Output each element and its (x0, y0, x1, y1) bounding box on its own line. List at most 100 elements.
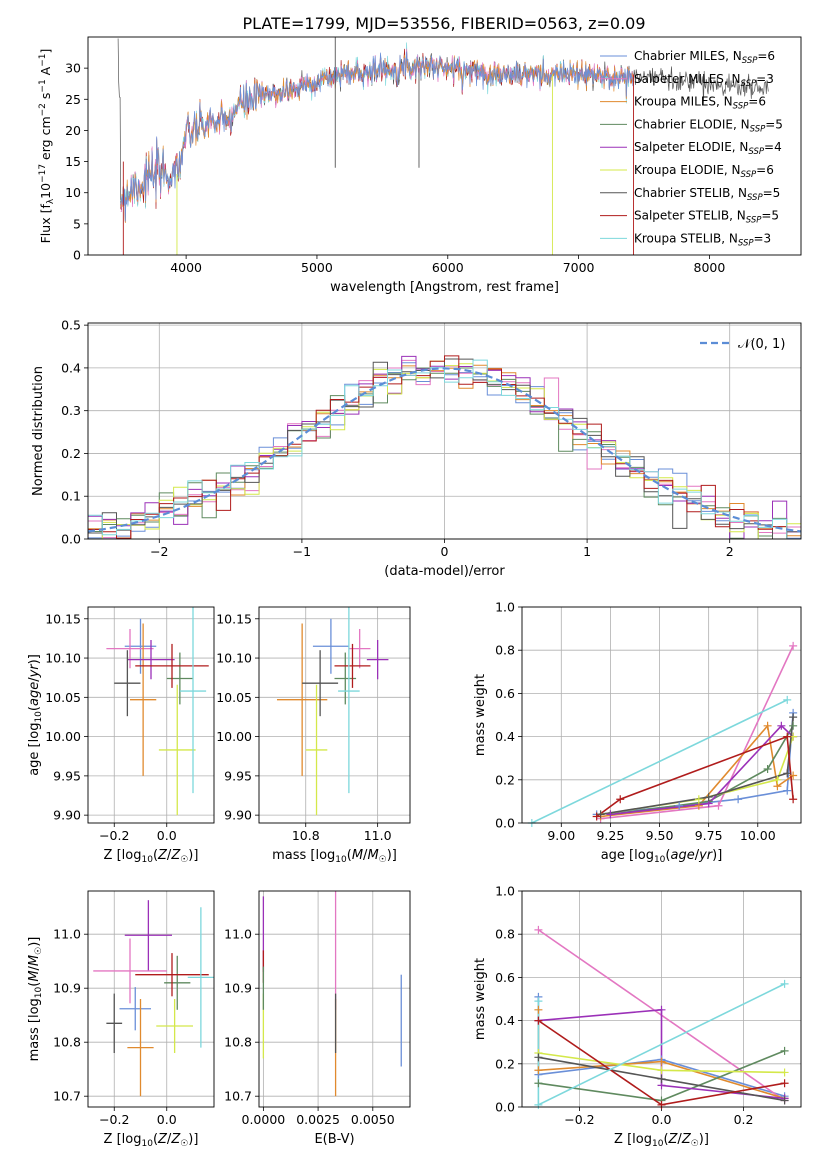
axes-frame (258, 606, 411, 824)
plus-marker (657, 1074, 666, 1083)
y-tick-label: 10.7 (53, 1089, 81, 1104)
plus-marker (763, 765, 772, 773)
plus-marker (777, 721, 786, 730)
legend-subscript: SSP (741, 79, 757, 89)
y-tick-label: 10.15 (216, 611, 252, 626)
residuals-panel: −2 −1 0 1 2 0.0 0.1 0.2 0.3 0.4 0.5 (data-model)/er… (31, 318, 802, 579)
x-tick-label: 9.00 (547, 828, 575, 843)
plus-marker (763, 721, 772, 730)
y-tick-label: 10.8 (224, 1035, 252, 1050)
plus-marker (694, 795, 703, 804)
x-tick-label: 10.00 (740, 828, 776, 843)
legend-model: Chabrier STELIB, N (634, 186, 747, 200)
label-part: ☉ (379, 855, 387, 865)
age_vs_z-panel: −0.2 0.0 9.90 9.95 10.00 10.05 10.10 10.15 Z [lo… (27, 606, 215, 865)
plus-marker (657, 1100, 666, 1109)
label-part: ( (153, 1132, 158, 1147)
label-part: yr (27, 663, 42, 679)
histogram-salpeter_stelib (88, 355, 801, 539)
mass-weight-line-chabrier_stelib (600, 717, 794, 816)
axes-frame (87, 890, 215, 1108)
plus-marker (616, 795, 625, 804)
mass_vs_ebv-panel: 0.0000 0.0025 0.0050 10.7 10.8 10.9 11.0 E(B-V) (224, 890, 411, 1147)
legend-label: 𝒩(0, 1) (738, 337, 785, 352)
y-tick-label: 0.6 (495, 686, 515, 701)
x-tick-label: −0.2 (99, 828, 129, 843)
y-tick-label: 0.8 (495, 927, 515, 942)
y-tick-label: 9.90 (224, 808, 252, 823)
y-tick-label: 0.2 (61, 446, 81, 461)
label-part: Z (668, 1132, 679, 1147)
plus-marker (780, 979, 789, 988)
x-axis-label: E(B-V) (314, 1132, 354, 1147)
legend-subscript: SSP (742, 56, 758, 66)
label-part: 10 (141, 1139, 153, 1149)
plus-marker (783, 732, 792, 741)
legend-label: Chabrier STELIB, NSSP=5 (634, 186, 780, 203)
plus-marker (606, 810, 615, 819)
label-part: ☉ (180, 855, 188, 865)
x-tick-label: 6000 (432, 260, 464, 275)
mass_vs_ebv-plot-area (262, 891, 402, 1097)
x-tick-label: 0.0000 (242, 1112, 286, 1127)
legend-nssp: =6 (756, 163, 774, 177)
y-axis-label-part: s (38, 93, 53, 104)
legend-model: Salpeter STELIB, N (634, 209, 746, 223)
label-part: age (670, 848, 694, 863)
label-part: / (167, 1132, 172, 1147)
x-tick-label: 5000 (301, 260, 333, 275)
axes-frame (87, 606, 215, 824)
label-part: 10 (652, 1139, 664, 1149)
label-part: / (363, 848, 368, 863)
axes-frame (521, 606, 802, 824)
label-part: / (695, 848, 700, 863)
plus-marker (534, 1053, 543, 1062)
legend-nssp: =6 (757, 49, 775, 63)
y-tick-label: 0.0 (495, 816, 515, 831)
y-tick-label: 0.3 (61, 403, 81, 418)
y-tick-label: 0.0 (61, 532, 81, 547)
spectrum-line-salpeter_miles (120, 48, 634, 218)
y-tick-label: 30 (65, 61, 81, 76)
y-tick-label: 11.0 (224, 927, 252, 942)
label-part: 10 (34, 986, 44, 998)
y-tick-label: 0.0 (495, 1100, 515, 1115)
label-part: / (167, 848, 172, 863)
label-part: ( (27, 982, 42, 987)
mass_weight_vs_z-panel: −0.2 0.0 0.20.00.20.40.60.81.0Z [log10(Z/Z… (473, 884, 802, 1149)
y-tick-label: 0.8 (495, 643, 515, 658)
y-tick-label: 9.95 (53, 768, 81, 783)
y-tick-label: 0.2 (495, 772, 515, 787)
label-part: 10 (335, 855, 347, 865)
y-tick-label: 1.0 (495, 600, 515, 615)
legend-model: Chabrier MILES, N (634, 49, 742, 63)
y-tick-label: 10.9 (53, 981, 81, 996)
label-part: )] (712, 848, 722, 863)
y-tick-label: 0.4 (495, 729, 515, 744)
y-axis-label-part: Flux [f (38, 204, 53, 244)
x-axis-label: age [log10(age/yr)] (601, 848, 723, 865)
plus-marker (657, 1005, 666, 1014)
legend-model: Kroupa ELODIE, N (634, 163, 741, 177)
spectrum-panel: 4000 5000 6000 7000 8000 0 5 10 15 20 25 30 waveleng… (38, 36, 802, 295)
label-part: 10 (654, 855, 666, 865)
label-part: )] (27, 937, 42, 947)
mass-weight-line-salpeter_elodie (538, 1008, 785, 1100)
y-axis-label-part: erg cm (38, 116, 53, 164)
mass-weight-line-salpeter_miles (600, 645, 794, 820)
plus-marker (534, 1066, 543, 1075)
legend-nssp: =5 (765, 117, 783, 131)
label-part: / (27, 965, 42, 970)
y-axis-label-part: −1 (38, 79, 48, 92)
label-part: ☉ (180, 1139, 188, 1149)
x-axis-label: mass [log10(M/M☉)] (272, 848, 397, 865)
plus-marker (783, 695, 792, 704)
label-part: ( (153, 848, 158, 863)
label-part: age [log (601, 848, 654, 863)
x-tick-label: 10.8 (292, 828, 320, 843)
spectrum-line-chabrier_miles (120, 51, 634, 222)
x-tick-label: 0.0 (157, 1112, 177, 1127)
label-part: M (367, 848, 378, 863)
